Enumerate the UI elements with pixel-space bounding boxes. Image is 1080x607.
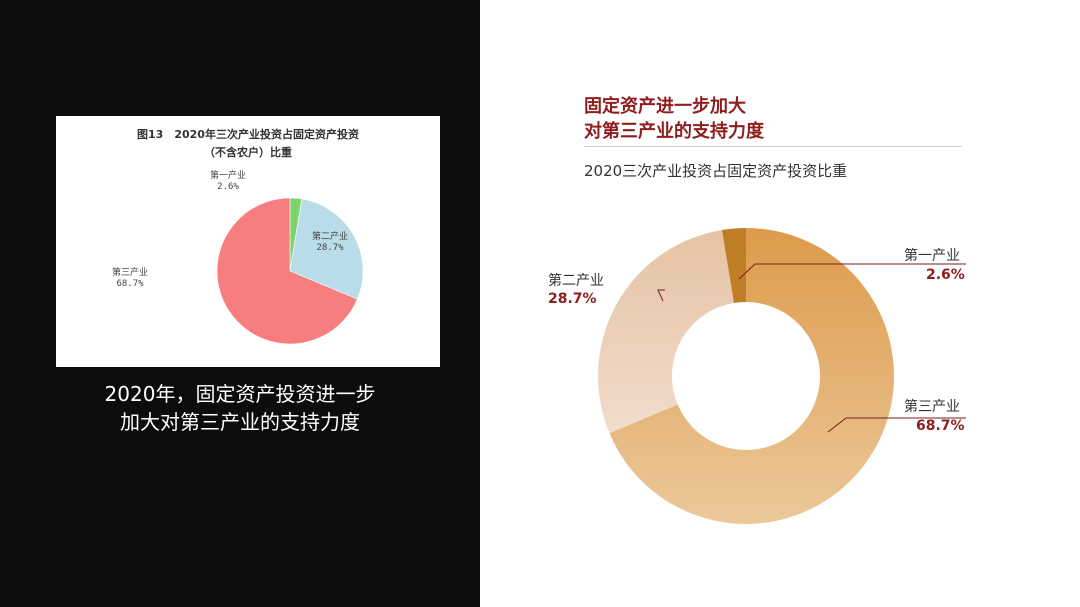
pie-label-primary: 第一产业 2.6% bbox=[210, 171, 246, 193]
pie-label-tertiary: 第三产业 68.7% bbox=[112, 268, 148, 290]
donut-label-tertiary-name: 第三产业 bbox=[904, 399, 960, 415]
pie-label-secondary-value: 28.7% bbox=[316, 243, 344, 253]
leader-line-secondary bbox=[657, 289, 665, 302]
pie-label-secondary: 第二产业 28.7% bbox=[312, 232, 348, 254]
left-caption-line2: 加大对第三产业的支持力度 bbox=[120, 410, 360, 434]
pie-label-secondary-name: 第二产业 bbox=[312, 232, 349, 242]
right-title-line1: 固定资产进一步加大 bbox=[584, 96, 746, 117]
donut-slice-primary bbox=[721, 228, 746, 303]
donut-label-primary-value: 2.6% bbox=[926, 267, 965, 283]
pie-label-primary-name: 第一产业 bbox=[210, 171, 247, 181]
figure-title-line1: 图13 2020年三次产业投资占固定资产投资 bbox=[137, 128, 359, 141]
donut-slice-tertiary bbox=[609, 228, 894, 525]
pie-label-tertiary-name: 第三产业 bbox=[112, 268, 149, 278]
donut-label-primary-name: 第一产业 bbox=[904, 248, 960, 264]
right-subtitle: 2020三次产业投资占固定资产投资比重 bbox=[584, 162, 848, 180]
original-pie-chart-figure: 图13 2020年三次产业投资占固定资产投资 （不含农户）比重 第一产业 2.6… bbox=[56, 116, 440, 367]
figure-title-line2: （不含农户）比重 bbox=[204, 146, 292, 159]
right-panel: 固定资产进一步加大 对第三产业的支持力度 2020三次产业投资占固定资产投资比重… bbox=[480, 0, 1080, 607]
pie-slice-tertiary bbox=[216, 197, 358, 345]
title-divider bbox=[584, 146, 962, 147]
pie-chart bbox=[216, 197, 364, 345]
donut-label-secondary-name: 第二产业 bbox=[548, 273, 604, 289]
leader-line-tertiary bbox=[827, 417, 966, 433]
pie-label-primary-value: 2.6% bbox=[217, 182, 239, 192]
donut-label-secondary-value: 28.7% bbox=[548, 291, 597, 307]
donut-chart bbox=[598, 228, 966, 525]
left-panel: 图13 2020年三次产业投资占固定资产投资 （不含农户）比重 第一产业 2.6… bbox=[0, 0, 480, 607]
left-caption-line1: 2020年，固定资产投资进一步 bbox=[104, 382, 376, 406]
donut-slice-secondary bbox=[598, 229, 734, 434]
pie-label-tertiary-value: 68.7% bbox=[116, 279, 144, 289]
right-title-line2: 对第三产业的支持力度 bbox=[584, 121, 764, 142]
pie-slice-secondary bbox=[289, 198, 364, 300]
leader-line-primary bbox=[738, 263, 966, 280]
donut-label-tertiary-value: 68.7% bbox=[916, 418, 965, 434]
